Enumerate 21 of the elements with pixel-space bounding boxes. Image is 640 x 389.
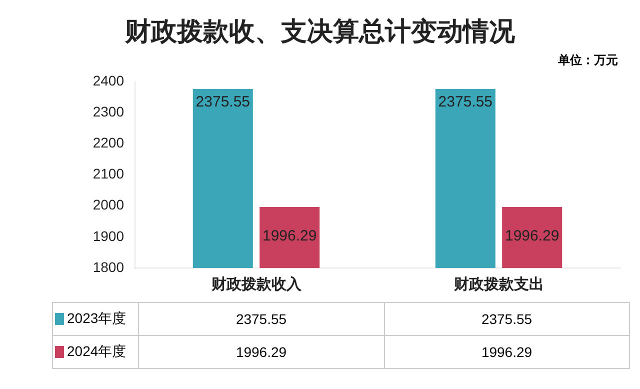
y-tick-label: 2100 <box>92 166 124 182</box>
y-tick-label: 1800 <box>92 258 124 275</box>
y-tick-label: 1900 <box>92 228 124 244</box>
y-tick-label: 2200 <box>92 134 124 150</box>
x-tick-label: 财政拨款收入 <box>210 276 302 294</box>
text: 1996.29 <box>504 228 560 245</box>
x-tick-label: 财政拨款支出 <box>452 276 544 294</box>
legend-label: 2023年度 <box>52 302 138 336</box>
y-tick-label: 2400 <box>92 72 124 88</box>
text: 1996.29 <box>262 228 317 245</box>
data-label: 1996.29 <box>384 336 630 368</box>
data-label: 2375.55 <box>138 302 384 336</box>
y-tick-label: 2000 <box>92 196 124 213</box>
text: 2375.55 <box>196 94 250 111</box>
data-label: 2375.55 <box>384 302 630 336</box>
y-tick-label: 2300 <box>92 103 124 120</box>
text: 2375.55 <box>438 94 493 111</box>
data-label: 1996.29 <box>138 336 384 368</box>
legend-label: 2024年度 <box>52 336 138 368</box>
text: 单位：万元 <box>558 52 618 69</box>
chart-title: 财政拨款收、支决算总计变动情况 <box>124 16 516 49</box>
